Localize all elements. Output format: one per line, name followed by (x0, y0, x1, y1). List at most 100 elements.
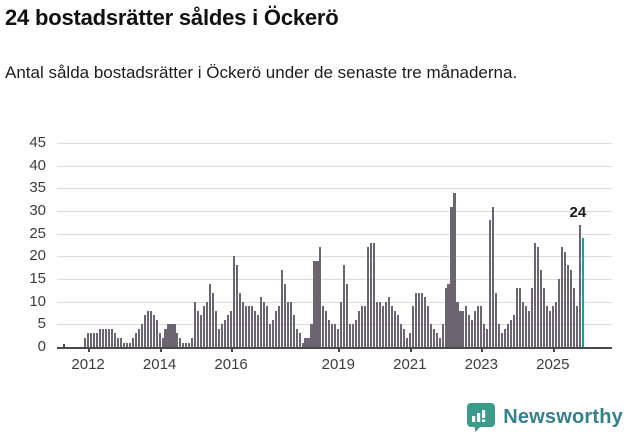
y-axis-label-5: 5 (37, 315, 46, 333)
bar (265, 306, 268, 347)
bar (122, 342, 125, 347)
bar (313, 260, 316, 347)
bar (307, 337, 310, 347)
bar (384, 301, 388, 347)
bar (176, 333, 179, 347)
gridline-y-40 (57, 165, 612, 167)
bar (137, 328, 140, 347)
bar (218, 328, 221, 347)
bar (566, 265, 569, 347)
bar (438, 337, 441, 347)
bar (104, 328, 108, 347)
bar (495, 292, 498, 347)
bar (259, 297, 262, 347)
bar (131, 337, 134, 347)
bar (119, 337, 122, 347)
y-axis-label-40: 40 (29, 156, 46, 174)
gridline-y-30 (57, 211, 612, 212)
bar (197, 310, 200, 347)
bar (149, 310, 152, 347)
bar (286, 301, 289, 347)
bar (399, 324, 402, 347)
bar (84, 337, 87, 347)
bar (280, 269, 283, 347)
bar (343, 265, 346, 347)
bar (527, 310, 531, 347)
bar (182, 342, 185, 347)
x-axis-tick-2019 (338, 347, 341, 352)
bar (456, 301, 459, 347)
newsworthy-bar-chart-bubble-icon (467, 402, 496, 432)
bar (337, 328, 340, 347)
gridline-y-20 (57, 256, 612, 258)
bar (501, 333, 504, 347)
y-axis-label-25: 25 (29, 224, 46, 242)
bar (164, 328, 167, 347)
bar (507, 324, 510, 347)
bar (402, 328, 405, 347)
bar (125, 342, 128, 347)
y-axis-label-10: 10 (29, 292, 46, 310)
bar (465, 306, 468, 347)
bar (301, 342, 304, 347)
bar (161, 337, 164, 347)
bar (87, 333, 90, 347)
x-axis-label-2023: 2023 (464, 356, 498, 373)
bar (557, 279, 560, 347)
bar (492, 206, 495, 347)
bar (250, 306, 253, 347)
bar (110, 328, 113, 347)
bar (533, 242, 536, 347)
bar (188, 342, 191, 347)
bar (203, 306, 206, 347)
bar (179, 337, 182, 347)
bar (375, 301, 379, 347)
bar (477, 306, 480, 347)
bar (298, 333, 301, 347)
bar (367, 247, 370, 347)
bar (408, 333, 411, 347)
bar (414, 292, 417, 347)
bar (516, 288, 519, 347)
bar (316, 260, 319, 347)
bar (253, 310, 256, 347)
bar (274, 310, 277, 347)
x-axis-tick-2025 (552, 347, 555, 352)
bar (209, 283, 212, 347)
bar (200, 315, 203, 347)
bar (271, 319, 274, 347)
bar (185, 342, 188, 347)
newsworthy-logo-text: Newsworthy (503, 405, 623, 428)
bar (429, 324, 432, 347)
bar (396, 315, 399, 347)
bar (483, 324, 486, 347)
bar (107, 328, 110, 347)
bar (206, 301, 209, 347)
x-axis-line (57, 347, 612, 349)
bar (471, 319, 474, 347)
bar (530, 288, 534, 347)
bar (560, 247, 563, 347)
bar (283, 283, 286, 347)
page-title: 24 bostadsrätter såldes i Öckerö (5, 5, 339, 30)
bar (128, 342, 131, 347)
bar (364, 306, 367, 347)
bar (361, 306, 364, 347)
bar (170, 324, 173, 347)
bar (542, 288, 545, 347)
bar (143, 315, 146, 347)
bar (423, 297, 426, 347)
bar (244, 306, 248, 347)
bar (510, 319, 513, 347)
bar (432, 328, 435, 347)
x-axis-label-2021: 2021 (393, 356, 427, 373)
bar (304, 337, 307, 347)
bar (378, 301, 382, 347)
bar (459, 310, 462, 347)
y-axis-label-0: 0 (37, 338, 46, 355)
gridline-y-25 (57, 233, 612, 235)
bar (212, 292, 215, 347)
bar (227, 315, 230, 347)
bar (447, 283, 450, 347)
bar (295, 328, 298, 347)
